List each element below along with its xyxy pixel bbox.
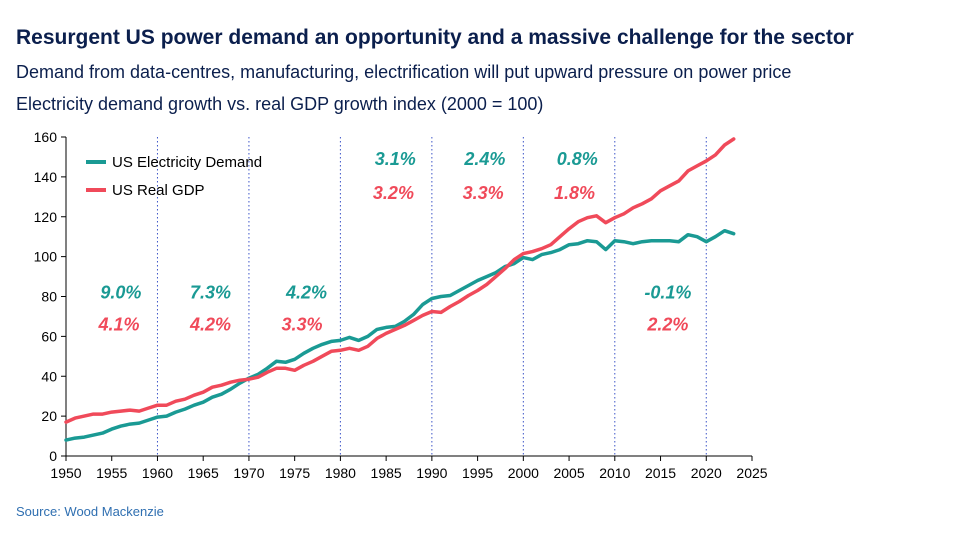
x-tick-label: 1985 (371, 465, 402, 481)
y-tick-label: 120 (34, 209, 58, 225)
demand-growth-label: 3.1% (375, 149, 416, 169)
x-tick-label: 2010 (599, 465, 630, 481)
gdp-growth-label: 4.2% (189, 314, 231, 334)
x-tick-label: 2005 (553, 465, 584, 481)
y-tick-label: 80 (41, 289, 57, 305)
y-tick-label: 0 (49, 448, 57, 464)
gdp-growth-label: 1.8% (554, 183, 595, 203)
y-tick-label: 140 (34, 169, 58, 185)
x-tick-label: 2020 (691, 465, 722, 481)
y-tick-label: 100 (34, 249, 58, 265)
y-tick-label: 20 (41, 408, 57, 424)
x-tick-label: 1975 (279, 465, 310, 481)
legend-label: US Electricity Demand (112, 154, 262, 171)
y-tick-label: 60 (41, 328, 57, 344)
gdp-growth-label: 4.1% (98, 314, 140, 334)
x-tick-label: 2025 (736, 465, 767, 481)
y-tick-label: 40 (41, 368, 57, 384)
gdp-growth-label: 3.2% (373, 183, 414, 203)
series-line-real-gdp (64, 137, 736, 424)
x-tick-label: 1990 (416, 465, 447, 481)
gdp-growth-label: 3.3% (463, 183, 504, 203)
x-tick-label: 1995 (462, 465, 493, 481)
x-tick-label: 2015 (645, 465, 676, 481)
chart-title: Electricity demand growth vs. real GDP g… (16, 94, 544, 114)
source-note: Source: Wood Mackenzie (16, 504, 164, 519)
y-tick-label: 160 (34, 129, 58, 145)
gdp-growth-label: 3.3% (281, 314, 322, 334)
demand-growth-label: 4.2% (285, 282, 327, 302)
demand-growth-label: 7.3% (190, 282, 231, 302)
demand-growth-label: 9.0% (100, 282, 141, 302)
demand-growth-label: 0.8% (557, 149, 598, 169)
gdp-growth-label: 2.2% (646, 314, 688, 334)
demand-growth-label: -0.1% (644, 282, 691, 302)
x-tick-label: 1960 (142, 465, 173, 481)
page-title: Resurgent US power demand an opportunity… (16, 26, 854, 49)
x-tick-label: 1970 (233, 465, 264, 481)
x-tick-label: 2000 (508, 465, 539, 481)
x-tick-label: 1955 (96, 465, 127, 481)
x-tick-label: 1950 (50, 465, 81, 481)
series-line-electricity-demand (64, 228, 736, 442)
x-tick-label: 1965 (188, 465, 219, 481)
page-subtitle: Demand from data-centres, manufacturing,… (16, 62, 792, 82)
demand-growth-label: 2.4% (463, 149, 505, 169)
x-tick-label: 1980 (325, 465, 356, 481)
legend-label: US Real GDP (112, 182, 205, 199)
